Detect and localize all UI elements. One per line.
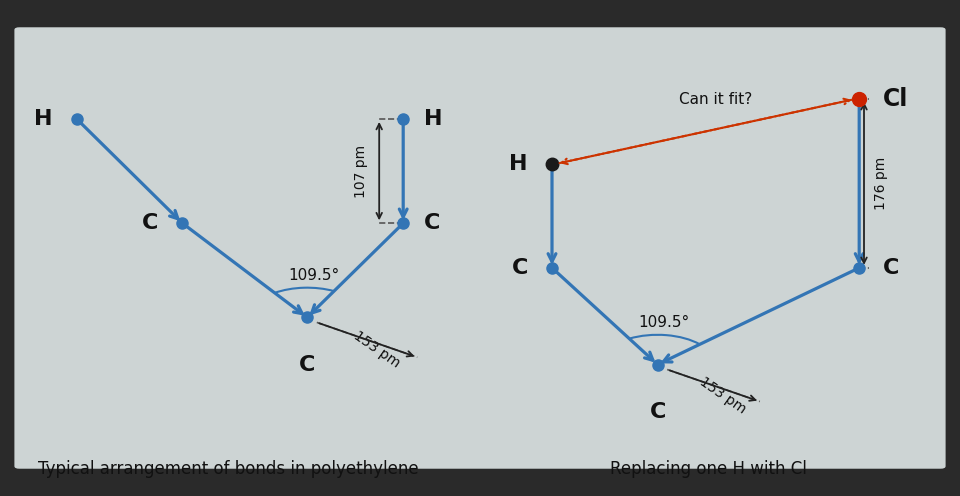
Text: C: C — [424, 213, 441, 233]
Text: 109.5°: 109.5° — [638, 315, 689, 330]
Text: H: H — [35, 109, 53, 129]
Text: C: C — [299, 355, 316, 374]
Text: H: H — [510, 154, 528, 174]
Text: H: H — [424, 109, 443, 129]
Text: 107 pm: 107 pm — [353, 144, 368, 198]
Text: C: C — [512, 258, 528, 278]
Text: Typical arrangement of bonds in polyethylene: Typical arrangement of bonds in polyethy… — [38, 460, 419, 478]
Text: C: C — [883, 258, 900, 278]
Text: 153 pm: 153 pm — [350, 329, 402, 371]
Text: C: C — [649, 402, 666, 422]
Text: 176 pm: 176 pm — [875, 157, 888, 210]
Text: Replacing one H with Cl: Replacing one H with Cl — [610, 460, 806, 478]
Text: Can it fit?: Can it fit? — [679, 92, 752, 107]
Text: 109.5°: 109.5° — [288, 268, 339, 283]
Text: 153 pm: 153 pm — [697, 374, 749, 417]
Text: Cl: Cl — [883, 87, 908, 111]
Text: C: C — [142, 213, 158, 233]
